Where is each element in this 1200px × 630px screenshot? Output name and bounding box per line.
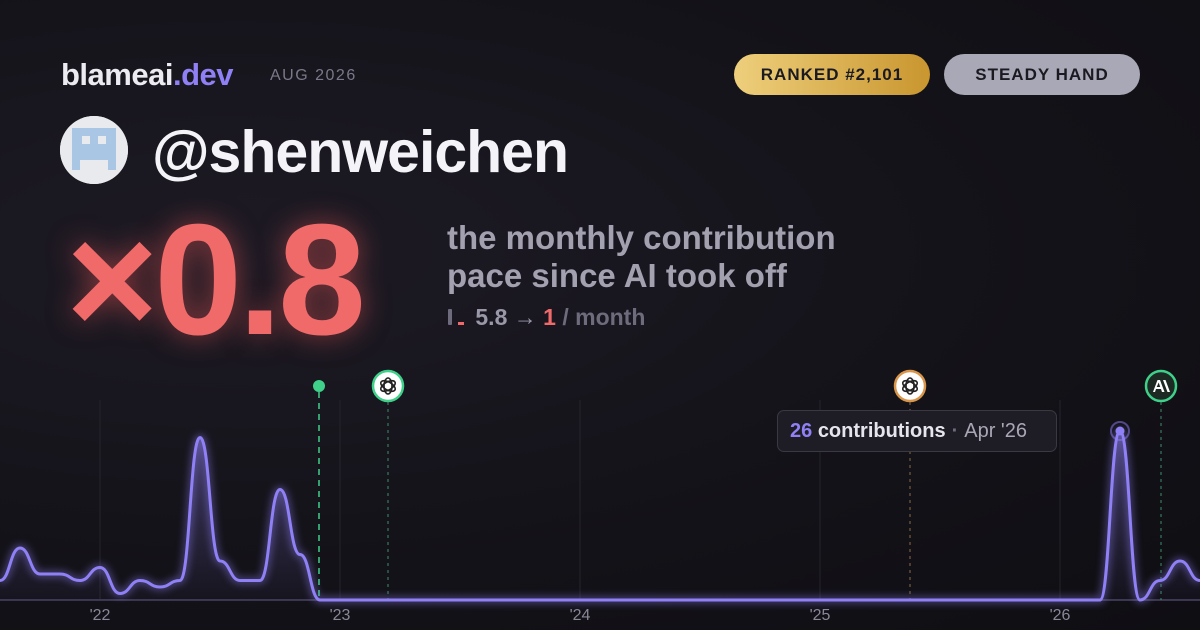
multiplier: ×0.8 (66, 192, 366, 368)
tooltip: 26 contributions · Apr '26 (777, 410, 1057, 452)
caption: the monthly contribution pace since AI t… (447, 219, 836, 295)
tooltip-label: contributions (817, 420, 946, 442)
pace-unit: / month (562, 304, 646, 330)
x-tick-label: '22 (90, 607, 111, 624)
brand-tld: .dev (172, 57, 234, 92)
pace-arrow: → (513, 304, 537, 330)
username: @shenweichen (152, 119, 569, 185)
peak-marker (1115, 426, 1125, 436)
pace-icon (448, 309, 464, 325)
caption-line: the monthly contribution (447, 219, 836, 256)
x-tick-label: '24 (570, 607, 591, 624)
x-tick-label: '23 (330, 607, 351, 624)
avatar-icon (60, 116, 128, 184)
x-tick-label: '25 (810, 607, 831, 624)
caption-line: pace since AI took off (447, 257, 787, 294)
avatar (60, 116, 128, 184)
area (0, 431, 1200, 600)
tooltip-value: 26 (790, 420, 813, 442)
pace: 5.8 → 1 / month (447, 304, 645, 331)
pace-before: 5.8 (475, 304, 508, 330)
line (0, 429, 1200, 602)
brand-name: blameai (61, 57, 173, 92)
peak-ring (1110, 421, 1130, 441)
tooltip-separator: · (951, 420, 959, 442)
event-markers (313, 369, 1178, 600)
pace-after: 1 (543, 304, 556, 330)
x-tick-label: '26 (1050, 607, 1071, 624)
rank-badge: RANKED #2,101 (734, 54, 930, 95)
brand: blameai.dev (61, 57, 233, 93)
tooltip-date: Apr '26 (964, 420, 1027, 442)
date: AUG 2026 (270, 67, 357, 84)
style-badge: STEADY HAND (944, 54, 1140, 95)
line-glow (0, 427, 1200, 604)
